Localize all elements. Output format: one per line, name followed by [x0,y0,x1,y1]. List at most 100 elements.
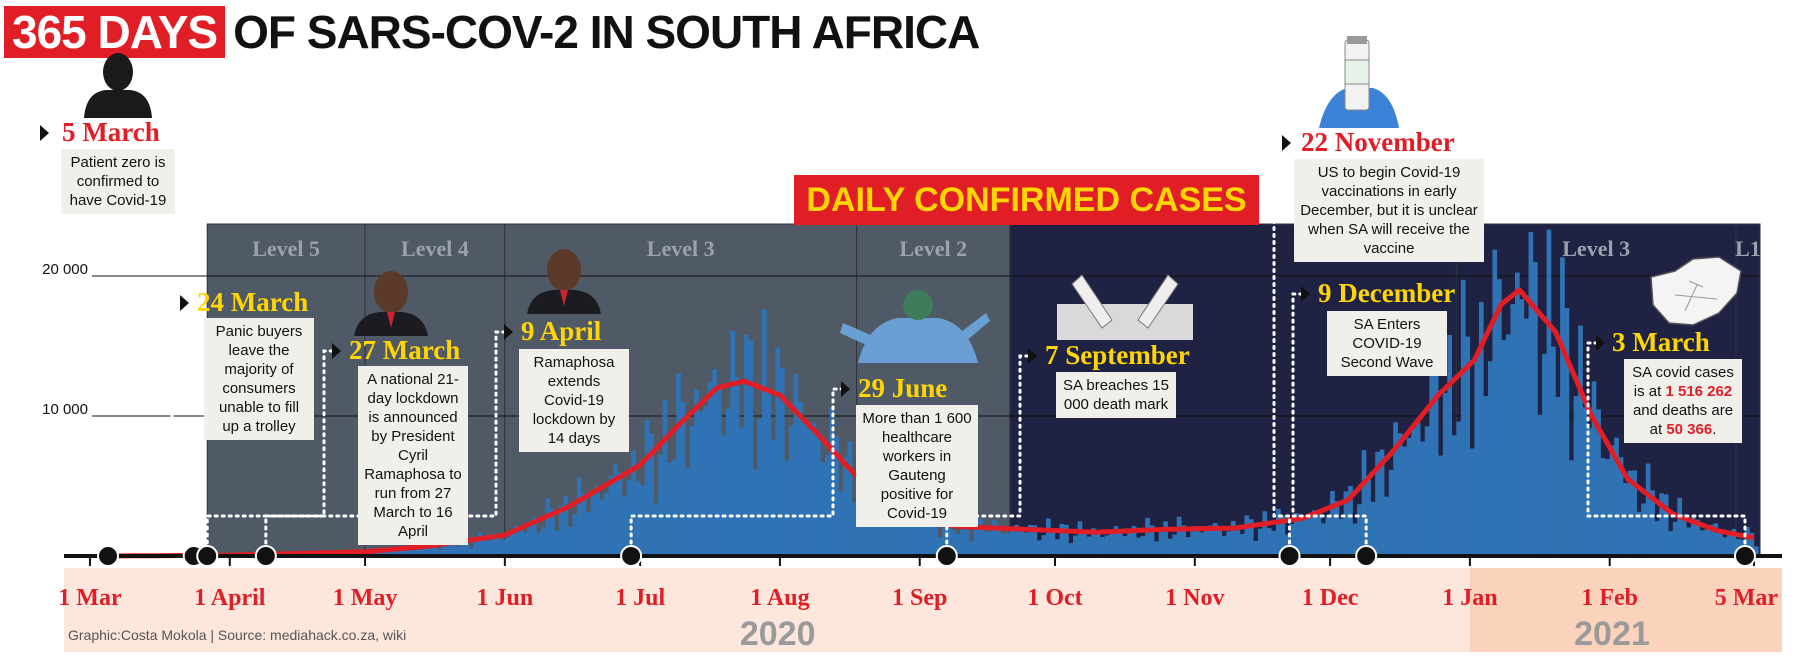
daily-bar [671,459,677,556]
x-tick-label: 1 Aug [750,585,809,611]
daily-bar [1406,437,1412,556]
daily-bar [1650,490,1655,556]
daily-bar [635,480,641,556]
daily-bar [1582,407,1588,556]
event-marker [620,545,643,567]
daily-bar [1754,546,1759,556]
daily-bar [662,400,668,556]
daily-bar [960,513,966,556]
daily-bar [581,492,587,556]
daily-bar [761,309,767,556]
daily-bar [1614,437,1619,556]
daily-bar [1456,421,1462,556]
daily-bar [1627,470,1633,556]
daily-bar [1677,497,1683,556]
daily-bar [770,439,776,556]
daily-bar [464,537,469,556]
daily-bar [725,408,731,556]
daily-bar [1510,304,1516,556]
daily-bar [694,389,699,556]
daily-bar [1118,529,1123,556]
daily-bar [784,460,790,556]
daily-bar [1091,528,1096,556]
daily-bar [1722,537,1728,556]
daily-bar [1212,522,1218,556]
event-card-7-september: SA breaches 15 000 death mark [1056,372,1176,418]
event-date-7-september: 7 September [1045,340,1190,370]
daily-bar [1357,504,1362,556]
daily-bar [1695,519,1701,556]
daily-bar [1447,334,1453,556]
south-africa-map-icon [1650,256,1742,326]
daily-bar [730,330,736,556]
daily-bar [1167,538,1173,556]
daily-bar [1348,485,1353,556]
daily-bar [1131,526,1137,556]
event-connector [30,131,110,552]
daily-bar [888,507,893,556]
x-tick-label: 1 Mar [58,585,122,611]
daily-bar [820,462,826,556]
daily-bar [613,464,618,556]
y-tick-label: 20 000 [42,261,88,278]
daily-bars [144,229,1759,556]
daily-bar [1109,530,1114,556]
daily-bar [1384,496,1389,556]
event-card-27-march: A national 21-day lockdown is announced … [358,366,468,545]
daily-bar [1158,528,1164,556]
event-3-march-text-before: SA covid cases is at [1632,364,1734,400]
daily-bar [1140,535,1146,556]
daily-bar [590,491,596,556]
daily-bar [707,382,713,556]
daily-bar [622,496,627,556]
daily-bar [1663,494,1669,556]
event-arrow [40,125,49,141]
event-connector [945,354,1034,552]
daily-bar [1199,532,1205,556]
daily-bar [1564,308,1570,556]
title-highlight: 365 DAYS [4,6,226,58]
daily-bar [1411,427,1416,556]
daily-bar [1366,476,1371,556]
daily-bar [1744,526,1750,556]
event-connector [1586,341,1747,552]
daily-bar [1050,529,1056,556]
year-label: 2020 [740,615,816,653]
daily-bar [1460,279,1466,556]
daily-bar [1127,530,1132,556]
daily-bar [1681,514,1687,556]
daily-bar [586,511,591,556]
daily-bar [721,435,727,556]
daily-bar [459,536,465,556]
daily-bar [1068,543,1074,556]
daily-bar [793,373,799,556]
daily-bar [942,527,947,556]
daily-bar [955,534,961,556]
x-tick-label: 1 Feb [1581,585,1638,611]
daily-bar [572,514,578,556]
daily-bar [1000,533,1006,556]
daily-bar [1560,257,1565,556]
daily-bar [996,524,1002,556]
level-label: L1 [1735,236,1761,261]
daily-bar [1731,528,1737,556]
event-arrow [1028,348,1037,364]
daily-bar [1307,513,1313,556]
daily-bar [1551,346,1556,556]
daily-bar [1618,457,1624,556]
daily-bar [1501,339,1507,556]
level-label: Level 3 [647,236,715,261]
daily-bar [910,516,916,556]
daily-bar [374,551,379,556]
event-marker [1355,545,1378,567]
chart-title-badge: DAILY CONFIRMED CASES [794,175,1259,225]
daily-bar [518,526,524,556]
daily-bar [838,491,844,556]
daily-bar [788,425,794,556]
daily-bar [441,546,447,556]
daily-bar [1208,525,1214,556]
daily-bar [410,548,415,556]
daily-bar [604,492,609,556]
daily-bar [1239,533,1245,556]
daily-bar [752,469,758,556]
